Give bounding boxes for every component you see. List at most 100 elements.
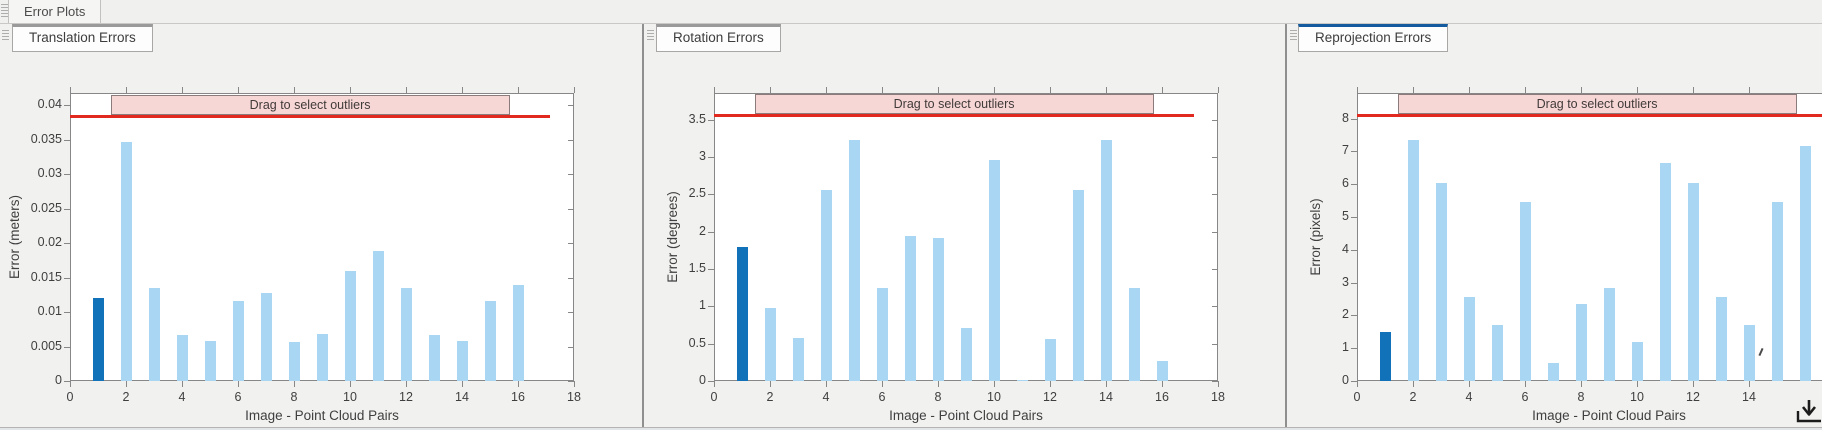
bar-13[interactable] xyxy=(1072,189,1084,381)
bar-3[interactable] xyxy=(148,287,160,381)
bar-16[interactable] xyxy=(1156,360,1168,381)
bar-7[interactable] xyxy=(904,235,916,381)
bar-10[interactable] xyxy=(988,160,1000,381)
y-tick-label: 0.025 xyxy=(30,201,62,215)
y-tick-right xyxy=(568,243,574,244)
x-tick-label: 0 xyxy=(1353,390,1361,404)
bar-7[interactable] xyxy=(1547,362,1559,381)
bar-1[interactable] xyxy=(92,297,104,381)
y-tick xyxy=(1351,381,1357,382)
y-tick xyxy=(64,105,70,106)
bar-3[interactable] xyxy=(792,338,804,381)
drag-grip-icon[interactable] xyxy=(2,30,9,40)
panel-divider[interactable] xyxy=(1285,24,1287,427)
bar-16[interactable] xyxy=(512,284,524,381)
y-tick-label: 0.03 xyxy=(37,166,62,180)
dock-figure-icon[interactable] xyxy=(1794,398,1822,428)
y-tick-label: 0.02 xyxy=(37,235,62,249)
bar-9[interactable] xyxy=(1603,287,1615,381)
bar-1[interactable] xyxy=(736,246,748,381)
x-axis-label: Image - Point Cloud Pairs xyxy=(889,408,1043,423)
x-tick-top xyxy=(994,87,995,93)
bar-4[interactable] xyxy=(820,189,832,381)
bar-8[interactable] xyxy=(932,237,944,381)
y-tick xyxy=(708,306,714,307)
bar-14[interactable] xyxy=(1100,140,1112,381)
x-tick-label: 0 xyxy=(710,390,718,404)
bar-13[interactable] xyxy=(428,334,440,381)
x-tick-top xyxy=(1413,87,1414,93)
y-axis-label: Error (meters) xyxy=(7,195,22,279)
y-tick-right xyxy=(1212,157,1218,158)
bar-12[interactable] xyxy=(400,287,412,381)
threshold-line[interactable] xyxy=(714,114,1195,117)
tab-reprojection-errors[interactable]: Reprojection Errors xyxy=(1298,24,1449,52)
bar-15[interactable] xyxy=(484,301,496,381)
x-tick-label: 14 xyxy=(1099,390,1113,404)
drag-grip-icon[interactable] xyxy=(647,30,654,40)
bar-4[interactable] xyxy=(1463,297,1475,381)
x-tick-label: 12 xyxy=(1686,390,1700,404)
window-bottom-strip xyxy=(0,428,1822,430)
tab-error-plots[interactable]: Error Plots xyxy=(8,0,102,23)
bar-2[interactable] xyxy=(764,307,776,381)
bar-11[interactable] xyxy=(1659,162,1671,381)
bar-16[interactable] xyxy=(1799,146,1811,381)
bar-13[interactable] xyxy=(1715,297,1727,381)
x-tick-top xyxy=(462,87,463,93)
bar-14[interactable] xyxy=(456,341,468,381)
bar-3[interactable] xyxy=(1435,182,1447,381)
bar-9[interactable] xyxy=(316,334,328,381)
y-tick xyxy=(708,120,714,121)
y-tick-label: 3 xyxy=(1342,275,1349,289)
x-tick-top xyxy=(770,87,771,93)
y-tick xyxy=(64,278,70,279)
bar-12[interactable] xyxy=(1687,182,1699,381)
tab-rotation-errors[interactable]: Rotation Errors xyxy=(656,24,781,52)
y-tick xyxy=(1351,283,1357,284)
bar-4[interactable] xyxy=(176,334,188,381)
bar-6[interactable] xyxy=(232,301,244,381)
x-tick-top xyxy=(182,87,183,93)
x-tick-top xyxy=(826,87,827,93)
drag-grip-icon[interactable] xyxy=(1290,30,1297,40)
x-tick-top xyxy=(406,87,407,93)
bar-10[interactable] xyxy=(344,270,356,381)
bar-2[interactable] xyxy=(1407,139,1419,381)
x-tick-top xyxy=(1469,87,1470,93)
threshold-line[interactable] xyxy=(70,115,551,118)
panel-divider[interactable] xyxy=(642,24,644,427)
reprojection-errors-chart: 0 1 2 3 4 5 6 7 8 0 2 4 6 8 10 12 14 Drag to select outli… xyxy=(1287,24,1822,427)
bar-7[interactable] xyxy=(260,293,272,381)
panel-rotation-errors: Rotation Errors 0 0.5 1 1.5 2 2.5 3 3.5 0 2 4 6 8 10 1… xyxy=(644,24,1285,427)
bar-5[interactable] xyxy=(1491,325,1503,381)
bar-9[interactable] xyxy=(960,328,972,381)
x-tick xyxy=(1050,381,1051,387)
bar-1[interactable] xyxy=(1379,331,1391,381)
bar-12[interactable] xyxy=(1044,339,1056,381)
threshold-line[interactable] xyxy=(1357,114,1822,117)
x-tick xyxy=(462,381,463,387)
bar-14[interactable] xyxy=(1743,325,1755,381)
bar-6[interactable] xyxy=(1519,202,1531,381)
bar-11[interactable] xyxy=(1016,379,1028,381)
bar-5[interactable] xyxy=(848,140,860,381)
bar-15[interactable] xyxy=(1128,287,1140,381)
outlier-select-band[interactable]: Drag to select outliers xyxy=(110,95,510,115)
bar-11[interactable] xyxy=(372,250,384,381)
bar-2[interactable] xyxy=(120,141,132,381)
y-tick xyxy=(1351,184,1357,185)
x-tick-label: 14 xyxy=(455,390,469,404)
bar-6[interactable] xyxy=(876,287,888,381)
outlier-select-band[interactable]: Drag to select outliers xyxy=(1397,94,1797,114)
bar-15[interactable] xyxy=(1771,202,1783,381)
tab-error-plots-label: Error Plots xyxy=(24,4,86,19)
bar-8[interactable] xyxy=(288,342,300,381)
bar-8[interactable] xyxy=(1575,303,1587,381)
tab-translation-errors[interactable]: Translation Errors xyxy=(12,24,153,52)
drag-grip-icon[interactable] xyxy=(1,4,8,17)
bar-5[interactable] xyxy=(204,341,216,381)
bar-10[interactable] xyxy=(1631,341,1643,381)
outlier-select-band[interactable]: Drag to select outliers xyxy=(754,94,1154,114)
